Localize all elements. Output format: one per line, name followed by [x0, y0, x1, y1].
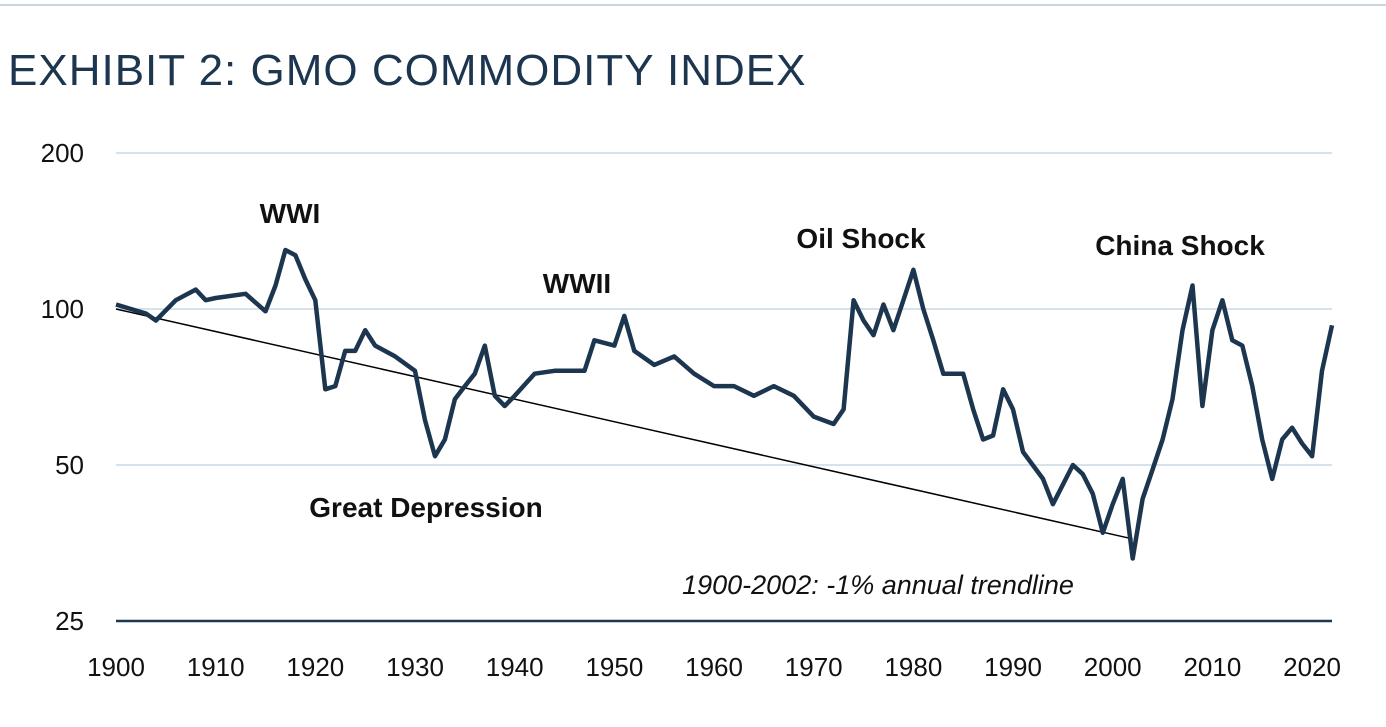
- x-tick-label: 2020: [1283, 652, 1341, 682]
- x-tick-label: 1910: [187, 652, 245, 682]
- x-tick-label: 1960: [685, 652, 743, 682]
- annotation: 1900-2002: -1% annual trendline: [682, 570, 1074, 600]
- annotation: WWII: [543, 268, 611, 299]
- x-tick-label: 1950: [585, 652, 643, 682]
- x-tick-label: 2000: [1084, 652, 1142, 682]
- y-tick-label: 200: [41, 138, 84, 168]
- annotation: China Shock: [1095, 230, 1265, 261]
- x-tick-label: 1940: [486, 652, 544, 682]
- annotation: Great Depression: [309, 492, 542, 523]
- annotation: Oil Shock: [796, 223, 926, 254]
- trendline: [115, 308, 1133, 540]
- x-tick-label: 1980: [884, 652, 942, 682]
- x-tick-label: 1970: [785, 652, 843, 682]
- y-tick-label: 50: [55, 450, 84, 480]
- index-line: [115, 247, 1335, 561]
- annotation: WWI: [260, 198, 321, 229]
- x-tick-label: 1900: [87, 652, 145, 682]
- chart-title: EXHIBIT 2: GMO COMMODITY INDEX: [8, 46, 806, 95]
- x-tick-label: 1930: [386, 652, 444, 682]
- y-tick-label: 25: [55, 606, 84, 636]
- x-tick-label: 1920: [286, 652, 344, 682]
- x-tick-label: 2010: [1183, 652, 1241, 682]
- y-tick-label: 100: [41, 294, 84, 324]
- x-tick-label: 1990: [984, 652, 1042, 682]
